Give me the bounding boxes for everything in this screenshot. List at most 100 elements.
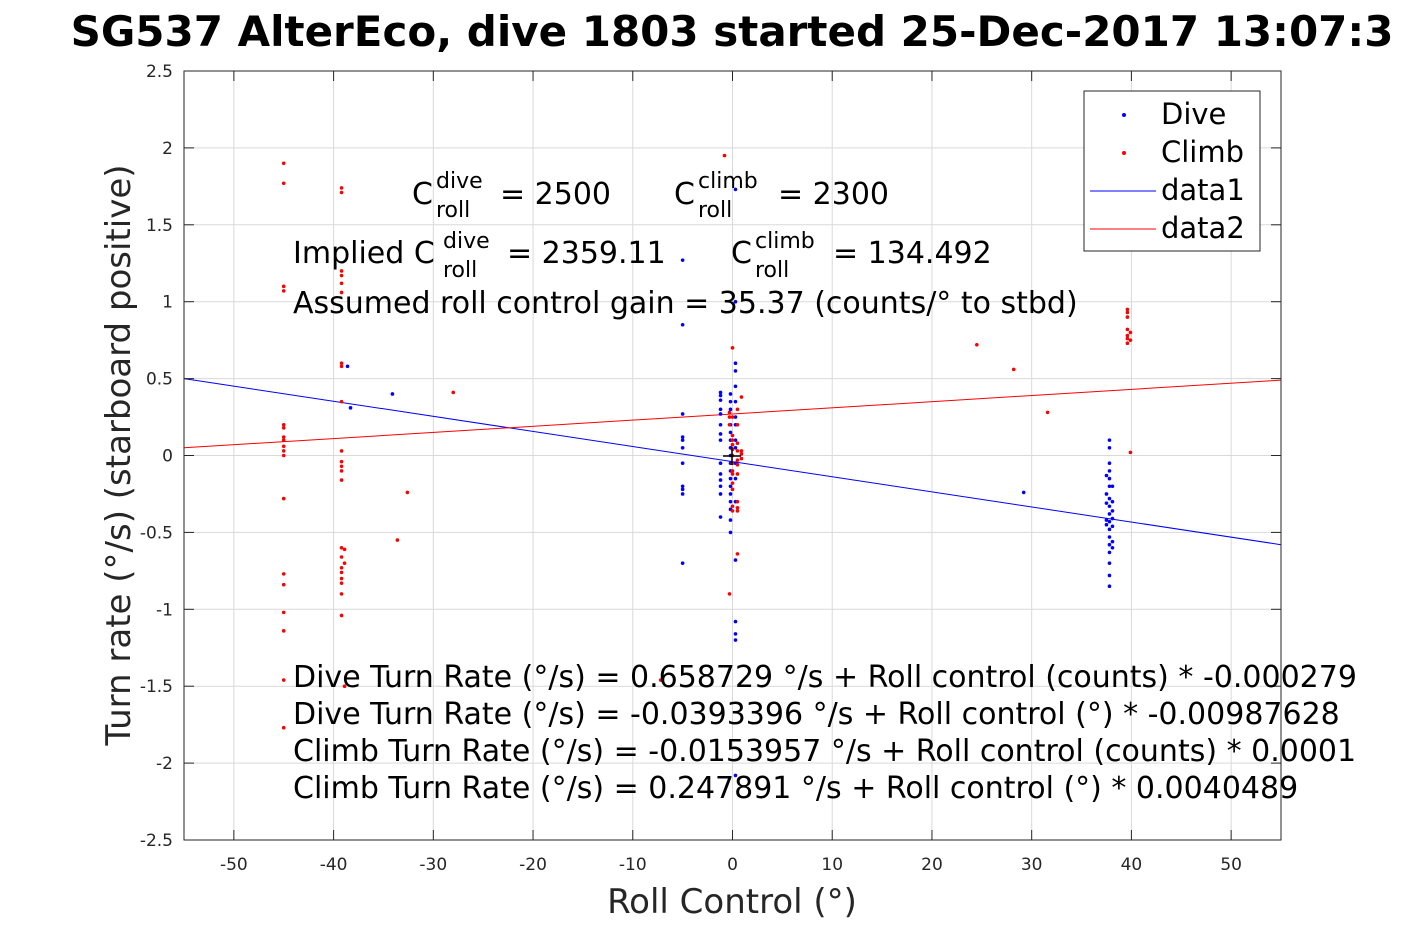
dive-point <box>1110 539 1115 544</box>
dive-point <box>728 430 733 435</box>
y-tick-label: -2.5 <box>140 831 173 851</box>
x-tick-label: 10 <box>821 855 843 875</box>
climb-point <box>730 433 735 438</box>
cdive-base: C <box>412 177 433 212</box>
dive-point <box>733 384 738 389</box>
climb-point <box>339 364 344 369</box>
dive-point <box>733 446 738 450</box>
x-tick-label: -50 <box>220 855 248 875</box>
climb-point <box>1011 367 1016 372</box>
climb-point <box>730 442 735 447</box>
dive-point <box>1110 545 1115 550</box>
climb-point <box>739 449 744 453</box>
climb-point <box>281 422 286 427</box>
dive-point <box>1107 519 1112 524</box>
legend-dive-marker <box>1122 113 1126 117</box>
dive-point <box>733 399 738 404</box>
climb-point <box>730 481 735 485</box>
dive-point <box>680 446 685 450</box>
dive-point <box>1107 573 1112 578</box>
climb-point <box>451 390 456 395</box>
climb-point <box>339 555 344 559</box>
dive-point <box>680 412 685 416</box>
dive-point <box>1107 584 1112 589</box>
dive-point <box>728 492 733 496</box>
dive-point <box>728 392 733 396</box>
dive-point <box>733 361 738 366</box>
dive-point <box>718 484 723 489</box>
climb-point <box>339 592 344 596</box>
dive-point <box>733 415 738 419</box>
dive-point <box>1110 516 1115 521</box>
y-axis-label: Turn rate (°/s) (starboard positive) <box>99 164 139 746</box>
climb-point <box>730 472 735 476</box>
dive-point <box>733 369 738 373</box>
dive-point <box>718 461 723 465</box>
climb-point <box>735 509 740 513</box>
climb-point <box>405 490 410 495</box>
dive-point <box>1107 476 1112 481</box>
x-tick-label: 40 <box>1121 855 1143 875</box>
climb-point <box>739 395 744 399</box>
dive-point <box>718 438 723 442</box>
cclimb-base: C <box>674 177 695 212</box>
implied-climb-sub: roll <box>755 258 789 283</box>
climb-point <box>730 438 735 442</box>
dive-point <box>733 438 738 442</box>
implied-dive-sup: dive <box>443 229 490 254</box>
climb-point <box>735 499 740 504</box>
x-tick-labels: -50 -40 -30 -20 -10 0 10 20 30 40 50 <box>220 855 1242 875</box>
climb-point <box>281 678 286 682</box>
dive-point <box>348 406 353 410</box>
climb-point <box>339 570 344 575</box>
climb-point <box>281 161 286 166</box>
y-tick-label: -0.5 <box>140 523 173 543</box>
climb-point <box>739 456 744 461</box>
dive-point <box>718 407 723 412</box>
fit-line-2: Dive Turn Rate (°/s) = -0.0393396 °/s + … <box>293 697 1340 732</box>
dive-point <box>1104 522 1109 527</box>
dive-point <box>728 530 733 535</box>
climb-point <box>735 472 740 476</box>
cdive-value: = 2500 <box>500 177 611 212</box>
climb-point <box>1128 450 1133 455</box>
climb-point <box>1125 341 1130 346</box>
climb-point <box>722 153 727 158</box>
y-tick-label: -2 <box>156 754 173 774</box>
climb-point <box>339 449 344 453</box>
implied-climb-annotation: C climb roll = 134.492 <box>731 229 992 283</box>
climb-point <box>735 407 740 412</box>
implied-dive-prefix: Implied C <box>293 236 435 271</box>
climb-point <box>281 426 286 430</box>
climb-point <box>281 181 286 186</box>
dive-point <box>1107 561 1112 565</box>
climb-point <box>727 592 732 596</box>
dive-point <box>1110 524 1115 529</box>
y-tick-label: 0.5 <box>146 370 173 390</box>
climb-point <box>281 449 286 453</box>
dive-point <box>680 461 685 465</box>
fit-line-4: Climb Turn Rate (°/s) = 0.247891 °/s + R… <box>293 771 1298 806</box>
x-tick-label: 50 <box>1220 855 1242 875</box>
dive-point <box>728 399 733 404</box>
dive-point <box>390 392 395 396</box>
y-tick-label: 1.5 <box>146 216 173 236</box>
climb-point <box>1125 315 1130 319</box>
climb-point <box>735 505 740 510</box>
climb-point <box>339 273 344 278</box>
x-tick-label: -40 <box>320 855 348 875</box>
x-tick-label: -20 <box>519 855 547 875</box>
climb-point <box>1125 327 1130 332</box>
dive-point <box>733 773 738 778</box>
dive-point <box>345 364 350 369</box>
cclimb-value: = 2300 <box>778 177 889 212</box>
y-tick-labels: -2.5 -2 -1.5 -1 -0.5 0 0.5 1 1.5 2 2.5 <box>140 62 173 851</box>
climb-point <box>342 684 347 688</box>
y-tick-label: 2.5 <box>146 62 173 82</box>
climb-point <box>339 269 344 273</box>
dive-point <box>680 258 685 262</box>
legend-data2-label: data2 <box>1161 211 1245 245</box>
dive-point <box>718 432 723 436</box>
climb-point <box>281 610 286 615</box>
dive-point <box>1107 535 1112 539</box>
